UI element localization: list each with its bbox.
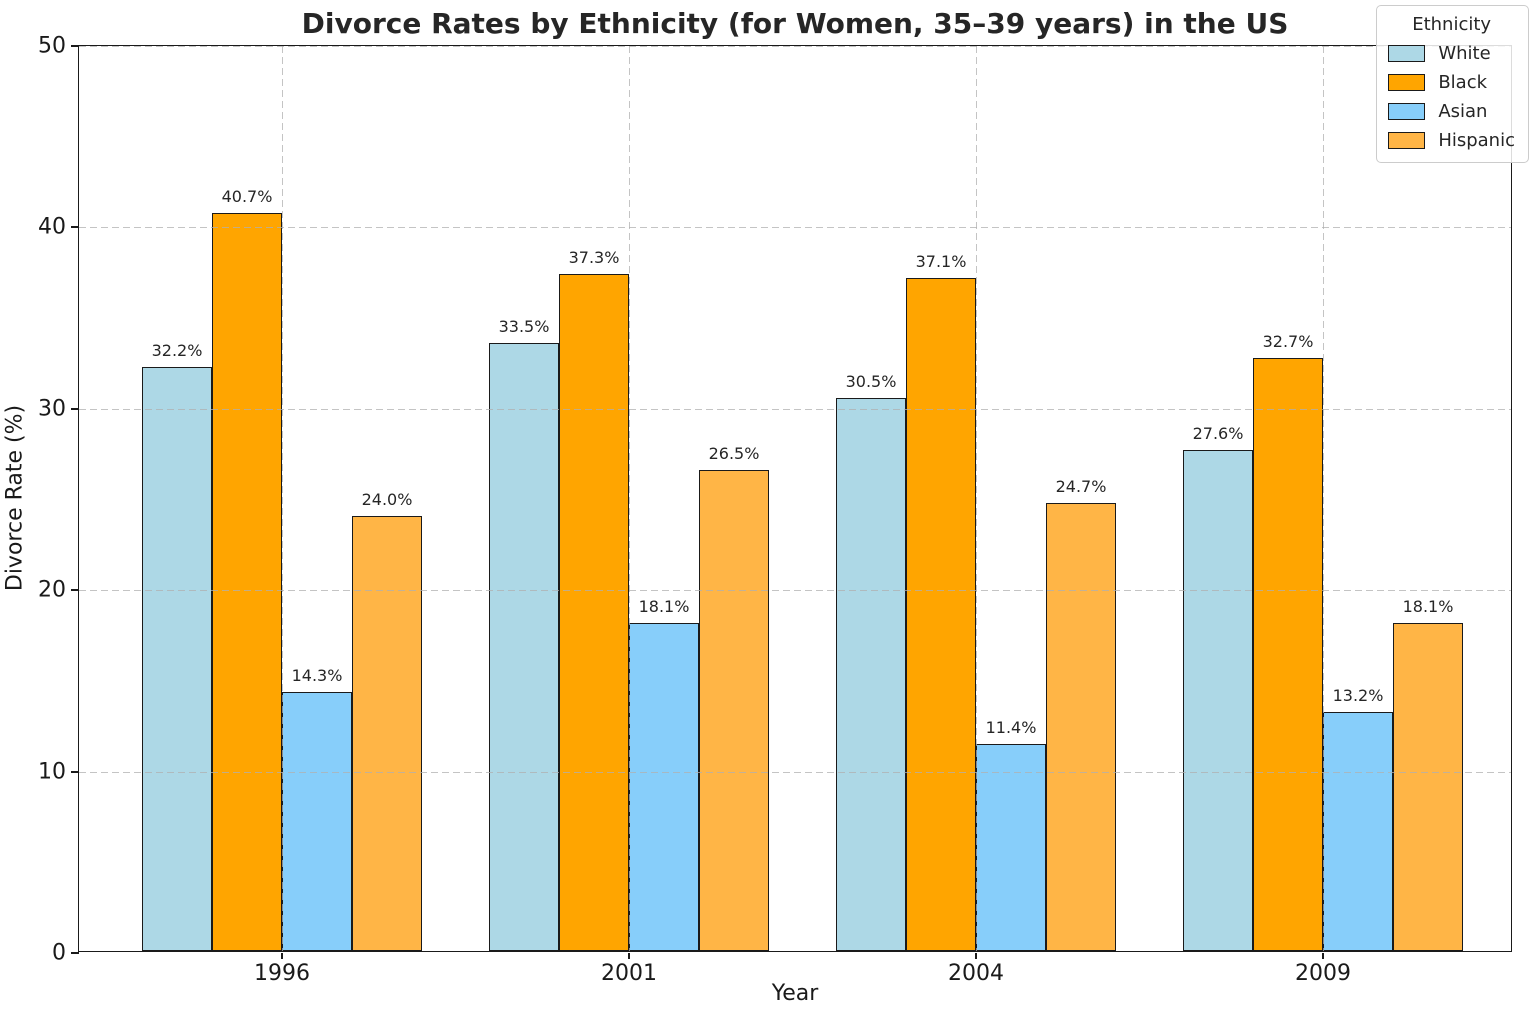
value-label-black-2001: 37.3% <box>568 248 620 268</box>
legend-swatch-hispanic <box>1388 132 1426 149</box>
y-tick-mark-40 <box>71 226 79 229</box>
plot-area: 32.2% 40.7% 14.3% 24.0% 1996 33.5% 37.3% 18.1% 2… <box>38 34 1512 986</box>
y-tick-mark-20 <box>71 589 79 592</box>
x-tick-mark-2004 <box>975 953 977 959</box>
legend-item-hispanic: Hispanic <box>1388 130 1515 151</box>
x-axis-label: Year <box>771 981 819 1006</box>
bar-white-2001 <box>489 343 559 951</box>
value-label-black-2004: 37.1% <box>915 252 967 272</box>
bar-white-1996 <box>142 366 212 951</box>
bar-hispanic-2001 <box>699 470 769 951</box>
legend-items: White Black Asian Hispanic <box>1388 43 1515 151</box>
x-tick-mark-1996 <box>281 953 283 959</box>
x-tick-label-1996: 1996 <box>254 961 310 986</box>
value-label-asian-2001: 18.1% <box>638 596 690 616</box>
value-label-white-1996: 32.2% <box>151 340 203 360</box>
bar-white-2004 <box>836 397 906 951</box>
y-tick-label-40: 40 <box>38 214 66 240</box>
value-label-hispanic-1996: 24.0% <box>361 489 413 509</box>
y-tick-label-10: 10 <box>38 759 66 785</box>
bar-black-1996 <box>212 212 282 951</box>
value-label-white-2004: 30.5% <box>845 371 897 391</box>
legend-swatch-asian <box>1388 103 1426 120</box>
value-label-black-2009: 32.7% <box>1262 331 1314 351</box>
legend-label-white: White <box>1438 43 1491 64</box>
y-tick-mark-50 <box>71 45 79 47</box>
legend: Ethnicity White Black Asian Hispanic <box>1376 5 1529 163</box>
value-label-white-2001: 33.5% <box>498 317 550 337</box>
legend-label-asian: Asian <box>1438 101 1488 122</box>
legend-item-black: Black <box>1388 72 1515 93</box>
legend-swatch-black <box>1388 74 1426 91</box>
bar-asian-2004 <box>976 744 1046 951</box>
legend-item-asian: Asian <box>1388 101 1515 122</box>
x-tick-mark-2001 <box>628 953 630 959</box>
value-label-asian-2004: 11.4% <box>985 718 1037 738</box>
legend-label-hispanic: Hispanic <box>1438 130 1515 151</box>
bar-hispanic-2004 <box>1046 502 1116 951</box>
value-label-white-2009: 27.6% <box>1192 424 1244 444</box>
legend-item-white: White <box>1388 43 1515 64</box>
y-tick-mark-10 <box>71 770 79 773</box>
y-tick-label-30: 30 <box>38 396 66 422</box>
x-tick-label-2001: 2001 <box>601 961 657 986</box>
bar-white-2009 <box>1183 450 1253 951</box>
bar-hispanic-1996 <box>352 515 422 951</box>
value-label-black-1996: 40.7% <box>221 186 273 206</box>
y-tick-mark-30 <box>71 407 79 410</box>
value-label-hispanic-2009: 18.1% <box>1402 596 1454 616</box>
y-axis-label: Divorce Rate (%) <box>2 404 28 592</box>
bar-black-2009 <box>1253 357 1323 951</box>
bar-asian-1996 <box>282 691 352 951</box>
bar-asian-2001 <box>629 622 699 951</box>
gridline-horizontal-40 <box>79 227 1511 229</box>
y-tick-label-20: 20 <box>38 577 66 603</box>
value-label-hispanic-2001: 26.5% <box>708 444 760 464</box>
y-tick-label-50: 50 <box>38 33 66 59</box>
bar-black-2001 <box>559 274 629 951</box>
bar-hispanic-2009 <box>1393 622 1463 951</box>
value-label-hispanic-2004: 24.7% <box>1055 476 1107 496</box>
y-tick-mark-0 <box>71 952 79 954</box>
bar-black-2004 <box>906 278 976 951</box>
y-tick-label-0: 0 <box>52 940 66 966</box>
gridline-horizontal-50 <box>79 46 1511 47</box>
chart-title: Divorce Rates by Ethnicity (for Women, 3… <box>301 7 1289 40</box>
legend-swatch-white <box>1388 45 1426 62</box>
bar-asian-2009 <box>1323 711 1393 951</box>
value-label-asian-1996: 14.3% <box>291 665 343 685</box>
legend-title: Ethnicity <box>1412 14 1492 35</box>
value-label-asian-2009: 13.2% <box>1332 685 1384 705</box>
legend-label-black: Black <box>1438 72 1488 93</box>
x-tick-label-2009: 2009 <box>1295 961 1351 986</box>
x-tick-label-2004: 2004 <box>948 961 1004 986</box>
x-tick-mark-2009 <box>1322 953 1324 959</box>
